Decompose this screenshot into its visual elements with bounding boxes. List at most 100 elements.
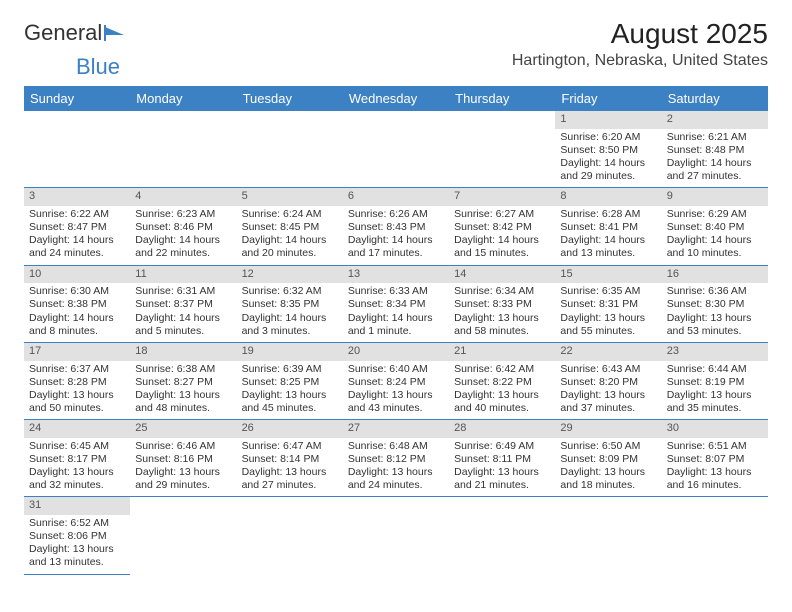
day-details: Sunrise: 6:20 AMSunset: 8:50 PMDaylight:… — [555, 129, 661, 188]
day-number: 27 — [343, 420, 449, 438]
sunset-text: Sunset: 8:12 PM — [348, 453, 444, 466]
sunset-text: Sunset: 8:06 PM — [29, 530, 125, 543]
sunrise-text: Sunrise: 6:33 AM — [348, 285, 444, 298]
sunrise-text: Sunrise: 6:46 AM — [135, 440, 231, 453]
day-number: 11 — [130, 266, 236, 284]
sunset-text: Sunset: 8:14 PM — [242, 453, 338, 466]
day1-text: Daylight: 13 hours — [454, 312, 550, 325]
week-row: 3Sunrise: 6:22 AMSunset: 8:47 PMDaylight… — [24, 188, 768, 265]
day2-text: and 20 minutes. — [242, 247, 338, 260]
day1-text: Daylight: 14 hours — [348, 234, 444, 247]
day-number: 13 — [343, 266, 449, 284]
empty-cell — [130, 111, 236, 188]
day2-text: and 29 minutes. — [135, 479, 231, 492]
day2-text: and 13 minutes. — [29, 556, 125, 569]
day-cell: 19Sunrise: 6:39 AMSunset: 8:25 PMDayligh… — [237, 343, 343, 420]
day1-text: Daylight: 14 hours — [667, 157, 763, 170]
day-cell: 12Sunrise: 6:32 AMSunset: 8:35 PMDayligh… — [237, 266, 343, 343]
day-number: 15 — [555, 266, 661, 284]
day1-text: Daylight: 14 hours — [29, 234, 125, 247]
day1-text: Daylight: 13 hours — [667, 389, 763, 402]
day2-text: and 29 minutes. — [560, 170, 656, 183]
day-cell: 7Sunrise: 6:27 AMSunset: 8:42 PMDaylight… — [449, 188, 555, 265]
sunrise-text: Sunrise: 6:51 AM — [667, 440, 763, 453]
sunrise-text: Sunrise: 6:32 AM — [242, 285, 338, 298]
sunset-text: Sunset: 8:45 PM — [242, 221, 338, 234]
day-details: Sunrise: 6:26 AMSunset: 8:43 PMDaylight:… — [343, 206, 449, 265]
sunrise-text: Sunrise: 6:47 AM — [242, 440, 338, 453]
sunrise-text: Sunrise: 6:30 AM — [29, 285, 125, 298]
day1-text: Daylight: 14 hours — [242, 234, 338, 247]
day-number: 17 — [24, 343, 130, 361]
day2-text: and 50 minutes. — [29, 402, 125, 415]
sunrise-text: Sunrise: 6:29 AM — [667, 208, 763, 221]
sunrise-text: Sunrise: 6:52 AM — [29, 517, 125, 530]
day2-text: and 17 minutes. — [348, 247, 444, 260]
sunset-text: Sunset: 8:31 PM — [560, 298, 656, 311]
day-details: Sunrise: 6:38 AMSunset: 8:27 PMDaylight:… — [130, 361, 236, 420]
sunset-text: Sunset: 8:42 PM — [454, 221, 550, 234]
weekday-saturday: Saturday — [662, 86, 768, 111]
day2-text: and 22 minutes. — [135, 247, 231, 260]
day-number: 22 — [555, 343, 661, 361]
day1-text: Daylight: 14 hours — [560, 234, 656, 247]
day-details: Sunrise: 6:23 AMSunset: 8:46 PMDaylight:… — [130, 206, 236, 265]
week-row: 10Sunrise: 6:30 AMSunset: 8:38 PMDayligh… — [24, 266, 768, 343]
day2-text: and 5 minutes. — [135, 325, 231, 338]
day-number: 21 — [449, 343, 555, 361]
day-details: Sunrise: 6:43 AMSunset: 8:20 PMDaylight:… — [555, 361, 661, 420]
day2-text: and 35 minutes. — [667, 402, 763, 415]
logo-text-2: Blue — [76, 54, 120, 80]
sunset-text: Sunset: 8:09 PM — [560, 453, 656, 466]
day-cell: 26Sunrise: 6:47 AMSunset: 8:14 PMDayligh… — [237, 420, 343, 497]
logo-text-1: General — [24, 20, 102, 46]
weekday-sunday: Sunday — [24, 86, 130, 111]
sunrise-text: Sunrise: 6:48 AM — [348, 440, 444, 453]
title-block: August 2025 Hartington, Nebraska, United… — [512, 18, 768, 70]
day-cell: 25Sunrise: 6:46 AMSunset: 8:16 PMDayligh… — [130, 420, 236, 497]
day-number: 10 — [24, 266, 130, 284]
sunset-text: Sunset: 8:30 PM — [667, 298, 763, 311]
sunset-text: Sunset: 8:47 PM — [29, 221, 125, 234]
day-number: 8 — [555, 188, 661, 206]
sunrise-text: Sunrise: 6:28 AM — [560, 208, 656, 221]
sunrise-text: Sunrise: 6:21 AM — [667, 131, 763, 144]
sunset-text: Sunset: 8:34 PM — [348, 298, 444, 311]
weekday-row: SundayMondayTuesdayWednesdayThursdayFrid… — [24, 86, 768, 111]
week-row: 31Sunrise: 6:52 AMSunset: 8:06 PMDayligh… — [24, 497, 768, 574]
empty-cell — [449, 497, 555, 574]
day2-text: and 55 minutes. — [560, 325, 656, 338]
day-number: 20 — [343, 343, 449, 361]
day-cell: 9Sunrise: 6:29 AMSunset: 8:40 PMDaylight… — [662, 188, 768, 265]
sunset-text: Sunset: 8:16 PM — [135, 453, 231, 466]
weekday-monday: Monday — [130, 86, 236, 111]
day1-text: Daylight: 13 hours — [348, 466, 444, 479]
sunset-text: Sunset: 8:48 PM — [667, 144, 763, 157]
sunrise-text: Sunrise: 6:27 AM — [454, 208, 550, 221]
day1-text: Daylight: 14 hours — [29, 312, 125, 325]
day2-text: and 10 minutes. — [667, 247, 763, 260]
day1-text: Daylight: 13 hours — [242, 466, 338, 479]
sunset-text: Sunset: 8:07 PM — [667, 453, 763, 466]
sunset-text: Sunset: 8:37 PM — [135, 298, 231, 311]
day-number: 9 — [662, 188, 768, 206]
sunset-text: Sunset: 8:41 PM — [560, 221, 656, 234]
weekday-wednesday: Wednesday — [343, 86, 449, 111]
sunrise-text: Sunrise: 6:38 AM — [135, 363, 231, 376]
day-details: Sunrise: 6:36 AMSunset: 8:30 PMDaylight:… — [662, 283, 768, 342]
sunset-text: Sunset: 8:27 PM — [135, 376, 231, 389]
day-details: Sunrise: 6:39 AMSunset: 8:25 PMDaylight:… — [237, 361, 343, 420]
empty-cell — [24, 111, 130, 188]
day2-text: and 18 minutes. — [560, 479, 656, 492]
day-number: 23 — [662, 343, 768, 361]
empty-cell — [237, 497, 343, 574]
day1-text: Daylight: 14 hours — [348, 312, 444, 325]
day1-text: Daylight: 13 hours — [454, 466, 550, 479]
day2-text: and 15 minutes. — [454, 247, 550, 260]
day1-text: Daylight: 13 hours — [348, 389, 444, 402]
empty-cell — [662, 497, 768, 574]
sunrise-text: Sunrise: 6:24 AM — [242, 208, 338, 221]
empty-cell — [343, 497, 449, 574]
day2-text: and 27 minutes. — [242, 479, 338, 492]
day2-text: and 45 minutes. — [242, 402, 338, 415]
